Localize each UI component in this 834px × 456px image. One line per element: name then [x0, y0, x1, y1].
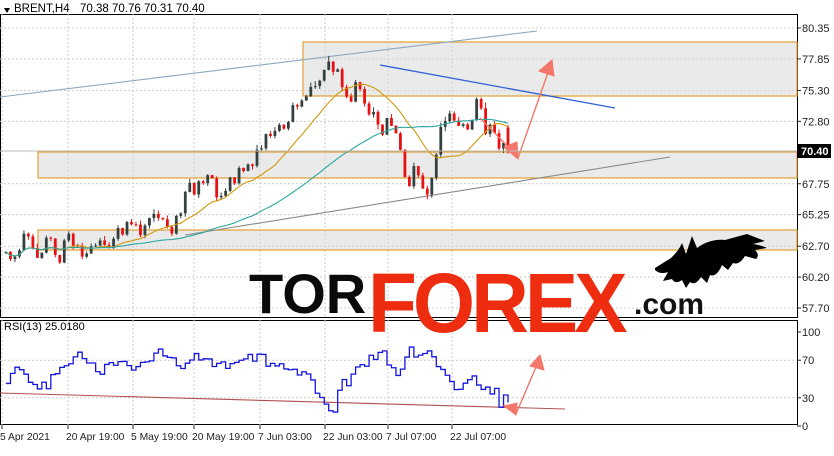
svg-text:72.80: 72.80 [802, 116, 830, 128]
svg-text:7 Jun 03:00: 7 Jun 03:00 [258, 432, 312, 443]
svg-text:75.30: 75.30 [802, 85, 830, 97]
svg-text:TOR: TOR [249, 262, 366, 325]
svg-text:20 May 19:00: 20 May 19:00 [192, 432, 255, 443]
svg-text:0: 0 [802, 421, 808, 433]
svg-text:22 Jun 03:00: 22 Jun 03:00 [323, 432, 383, 443]
svg-text:20 Apr 19:00: 20 Apr 19:00 [66, 432, 125, 443]
svg-text:22 Jul 07:00: 22 Jul 07:00 [450, 432, 506, 443]
svg-text:60.20: 60.20 [802, 272, 830, 284]
svg-text:.com: .com [634, 288, 704, 321]
svg-text:70.38 70.76 70.31 70.40: 70.38 70.76 70.31 70.40 [80, 3, 205, 15]
svg-text:100: 100 [802, 327, 820, 339]
svg-text:5 May 19:00: 5 May 19:00 [131, 432, 188, 443]
svg-text:62.70: 62.70 [802, 241, 830, 253]
svg-text:77.85: 77.85 [802, 54, 830, 66]
svg-text:7 Jul 07:00: 7 Jul 07:00 [386, 432, 437, 443]
svg-text:67.75: 67.75 [802, 179, 830, 191]
svg-text:BRENT,H4: BRENT,H4 [14, 3, 70, 15]
svg-text:RSI(13) 25.0180: RSI(13) 25.0180 [4, 321, 85, 333]
svg-text:5 Apr 2021: 5 Apr 2021 [0, 432, 50, 443]
svg-text:FOREX: FOREX [368, 257, 627, 350]
svg-text:30: 30 [802, 393, 814, 405]
svg-text:70.40: 70.40 [801, 146, 829, 158]
svg-text:80.35: 80.35 [802, 23, 830, 35]
svg-text:65.25: 65.25 [802, 210, 830, 222]
svg-text:70: 70 [802, 355, 814, 367]
svg-text:57.70: 57.70 [802, 303, 830, 315]
